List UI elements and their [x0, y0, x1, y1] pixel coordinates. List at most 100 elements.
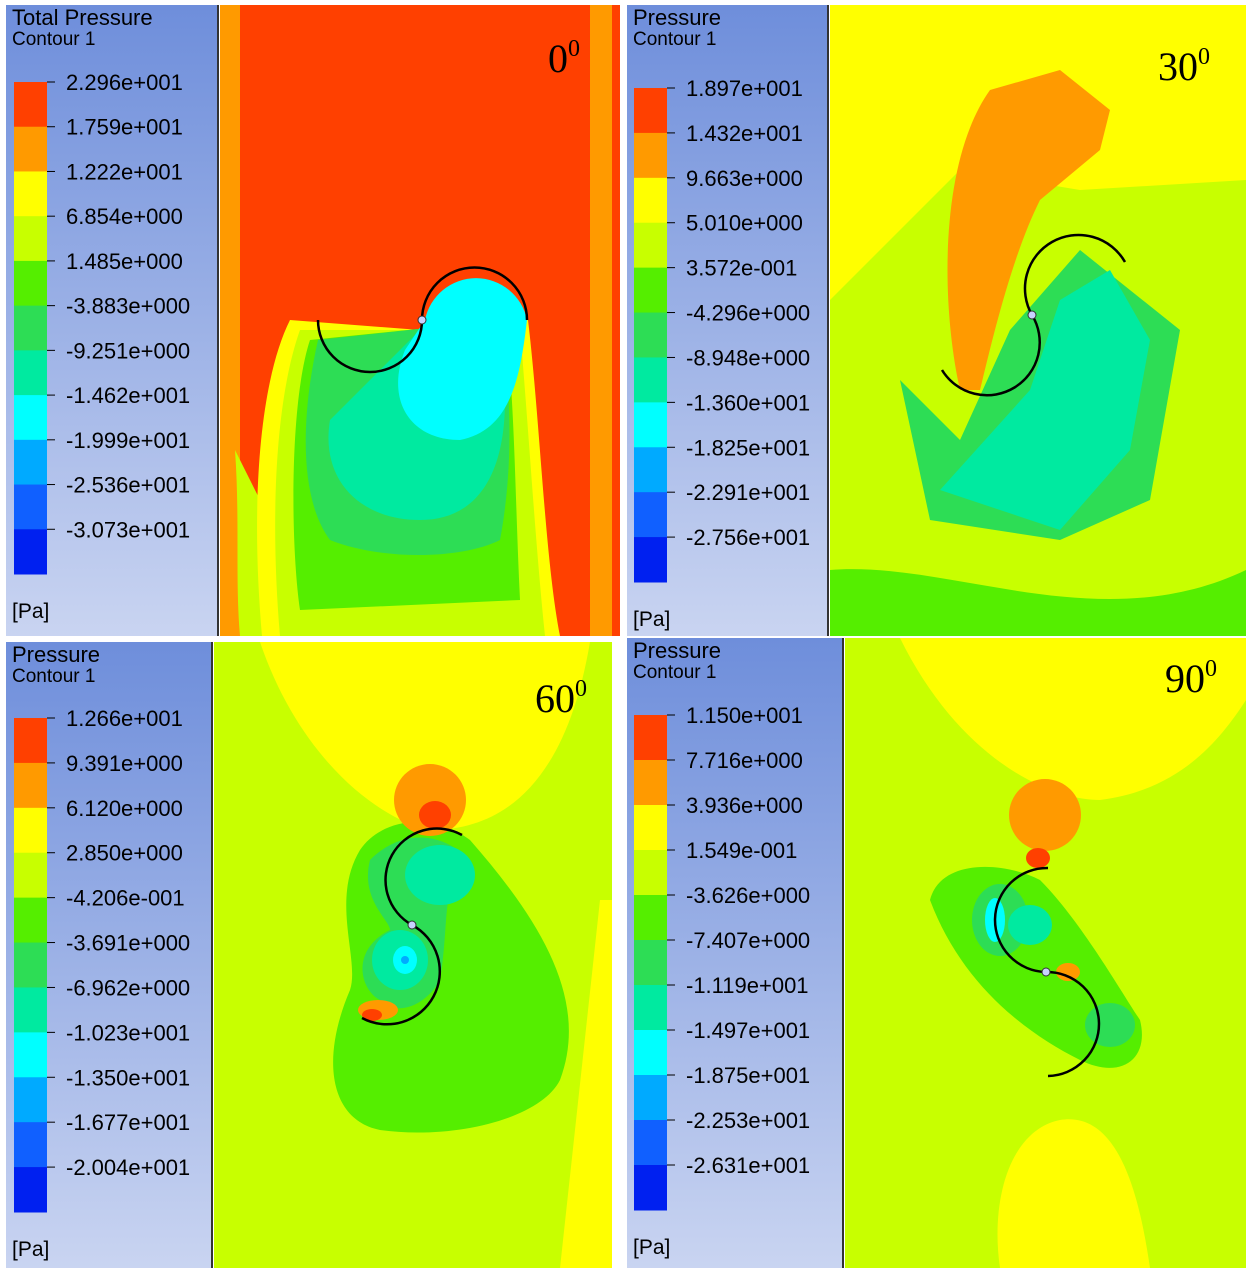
- legend-subtitle: Contour 1: [633, 662, 716, 683]
- unit-label: [Pa]: [633, 1236, 670, 1259]
- legend-label: -2.291e+001: [686, 480, 810, 505]
- angle-label: 00: [548, 36, 580, 81]
- angle-superscript: 0: [1205, 656, 1217, 682]
- legend-label: 9.391e+000: [66, 751, 183, 776]
- legend-label: -1.825e+001: [686, 435, 810, 460]
- color-band: [14, 1167, 47, 1213]
- legend-label: 2.850e+000: [66, 841, 183, 866]
- unit-label: [Pa]: [12, 1238, 49, 1261]
- legend-label: -1.119e+001: [686, 973, 809, 998]
- color-band: [634, 940, 667, 986]
- color-band: [14, 1077, 47, 1123]
- angle-label: 300: [1158, 44, 1210, 89]
- legend-label: -1.350e+001: [66, 1065, 190, 1090]
- color-band: [634, 1075, 667, 1121]
- legend-label: -1.999e+001: [66, 428, 190, 453]
- angle-superscript: 0: [575, 676, 587, 702]
- legend-label: 1.266e+001: [66, 706, 183, 731]
- color-band: [634, 985, 667, 1031]
- color-band: [14, 484, 47, 530]
- legend-title: Pressure: [12, 642, 100, 667]
- legend-title: Pressure: [633, 5, 721, 30]
- legend-label: -2.631e+001: [686, 1153, 810, 1178]
- contour-60deg: [214, 642, 612, 1268]
- legend-label: -3.626e+000: [686, 883, 810, 908]
- legend-label: -3.883e+000: [66, 294, 190, 319]
- legend-label: 1.150e+001: [686, 703, 803, 728]
- legend-subtitle: Contour 1: [12, 666, 95, 687]
- legend-label: -1.462e+001: [66, 383, 190, 408]
- color-band: [14, 762, 47, 809]
- legend-label: -2.004e+001: [66, 1155, 190, 1180]
- legend-label: -9.251e+000: [66, 338, 190, 363]
- angle-value: 0: [548, 36, 568, 81]
- color-band: [634, 447, 667, 493]
- color-band: [634, 1165, 667, 1211]
- legend-label: 9.663e+000: [686, 166, 803, 191]
- contour-30deg: [830, 5, 1246, 636]
- color-band: [14, 1122, 47, 1168]
- legend-label: -3.691e+000: [66, 931, 190, 956]
- legend-label: 1.549e-001: [686, 838, 797, 863]
- color-band: [14, 350, 47, 396]
- color-band: [634, 537, 667, 583]
- legend-label: 1.485e+000: [66, 249, 183, 274]
- legend-label: -6.962e+000: [66, 975, 190, 1000]
- color-band: [634, 132, 667, 179]
- legend-label: 5.010e+000: [686, 211, 803, 236]
- legend-subtitle: Contour 1: [633, 29, 716, 50]
- angle-label: 900: [1165, 656, 1217, 701]
- color-band: [634, 715, 667, 761]
- angle-value: 30: [1158, 44, 1198, 89]
- color-band: [634, 805, 667, 851]
- contour-0deg: [220, 5, 620, 636]
- legend-label: -1.677e+001: [66, 1110, 190, 1135]
- legend-label: 6.854e+000: [66, 204, 183, 229]
- legend-title: Total Pressure: [12, 5, 153, 30]
- color-band: [14, 126, 47, 172]
- color-band: [634, 222, 667, 269]
- color-band: [14, 897, 47, 944]
- legend-label: -3.073e+001: [66, 517, 190, 542]
- angle-label: 600: [535, 676, 587, 721]
- unit-label: [Pa]: [12, 600, 49, 623]
- legend-label: 1.759e+001: [66, 115, 183, 140]
- angle-value: 90: [1165, 656, 1205, 701]
- color-band: [14, 260, 47, 307]
- color-band: [634, 850, 667, 896]
- legend-label: -2.536e+001: [66, 473, 190, 498]
- legend-label: 6.120e+000: [66, 796, 183, 821]
- legend-label: -1.023e+001: [66, 1020, 190, 1045]
- color-band: [14, 852, 47, 899]
- angle-superscript: 0: [1198, 44, 1210, 70]
- color-band: [634, 492, 667, 538]
- color-band: [14, 82, 47, 128]
- legend-subtitle: Contour 1: [12, 29, 95, 50]
- color-band: [14, 171, 47, 217]
- color-band: [14, 718, 47, 764]
- color-band: [634, 267, 667, 314]
- color-band: [14, 439, 47, 486]
- legend-label: 3.572e-001: [686, 256, 797, 281]
- color-band: [14, 807, 47, 854]
- color-band: [634, 1120, 667, 1166]
- color-band: [634, 1030, 667, 1076]
- color-band: [634, 357, 667, 403]
- color-band: [14, 942, 47, 988]
- legend-label: 7.716e+000: [686, 748, 803, 773]
- color-band: [634, 895, 667, 941]
- angle-value: 60: [535, 676, 575, 721]
- legend-label: 1.432e+001: [686, 121, 803, 146]
- contour-90deg: [845, 638, 1246, 1268]
- color-band: [634, 760, 667, 806]
- unit-label: [Pa]: [633, 608, 670, 631]
- color-band: [14, 395, 47, 441]
- color-band: [14, 1032, 47, 1078]
- legend-label: 2.296e+001: [66, 70, 183, 95]
- legend-label: -4.206e-001: [66, 886, 185, 911]
- legend-label: -7.407e+000: [686, 928, 810, 953]
- color-band: [14, 305, 47, 351]
- legend-label: -1.875e+001: [686, 1063, 810, 1088]
